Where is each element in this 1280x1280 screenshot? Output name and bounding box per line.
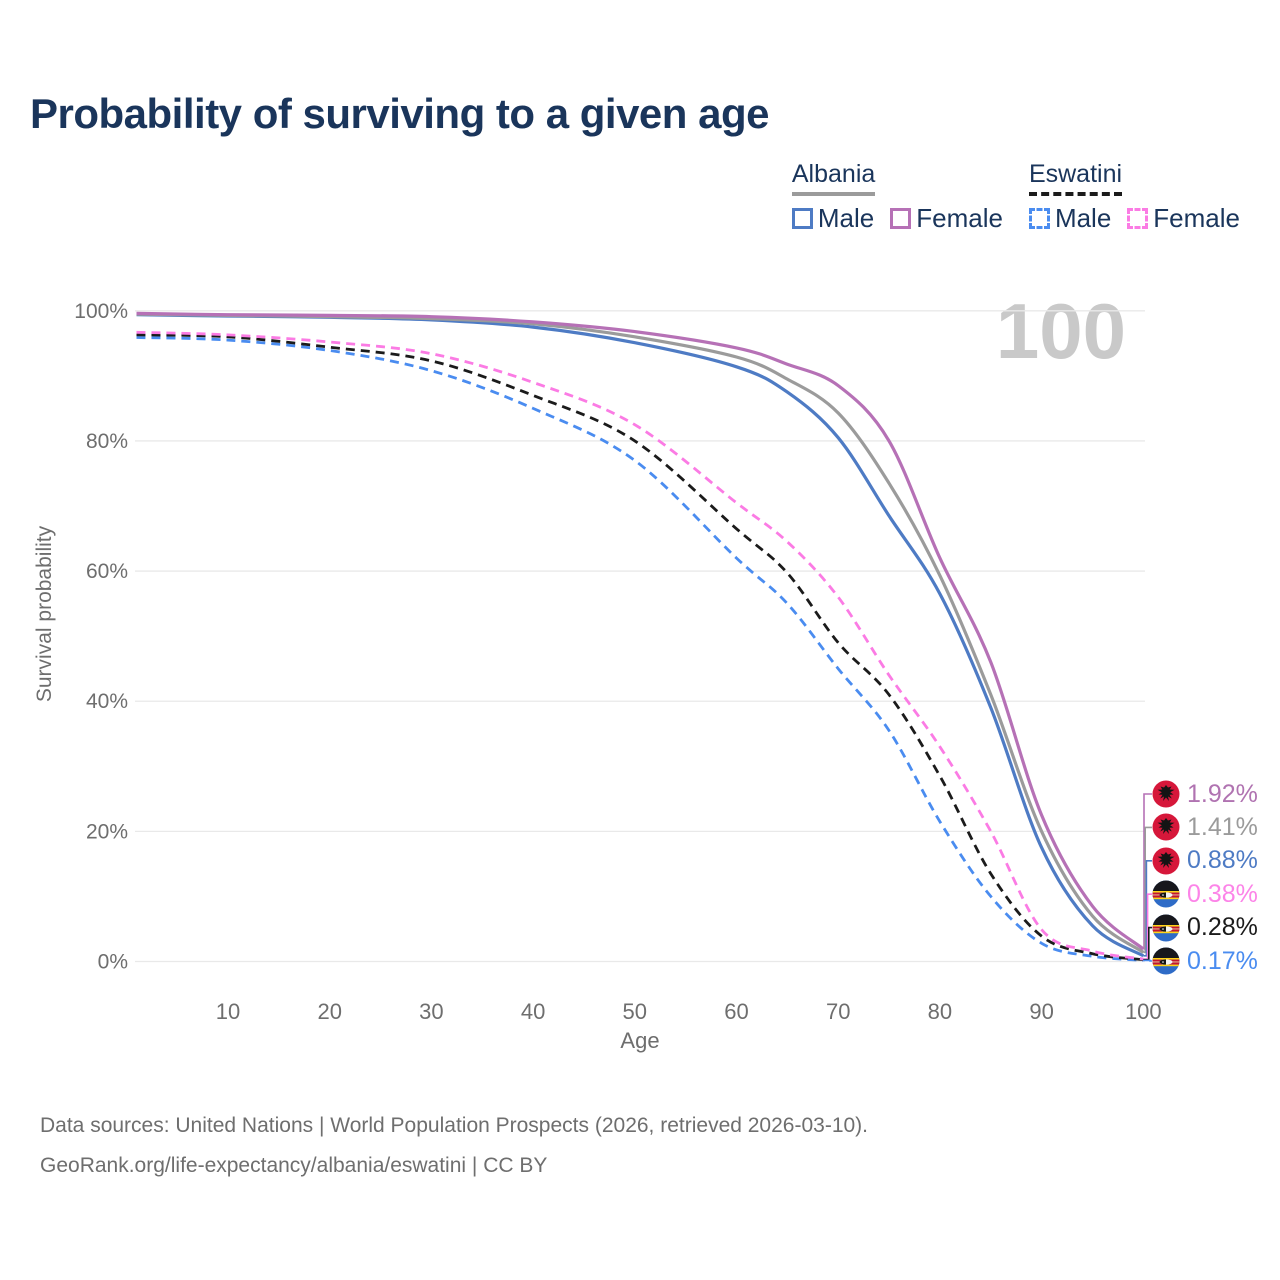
albania-flag-icon bbox=[1152, 847, 1180, 875]
x-tick-label-10: 10 bbox=[216, 999, 240, 1024]
legend-item-label: Male bbox=[1054, 203, 1112, 233]
legend-swatch-icon bbox=[791, 208, 813, 229]
legend-item-albania-male[interactable]: Male bbox=[791, 203, 875, 234]
end-label-row-eswatini-both: 0.28% bbox=[1152, 913, 1258, 943]
footer-attribution-line: GeoRank.org/life-expectancy/albania/eswa… bbox=[40, 1153, 548, 1177]
legend-group-eswatini: Eswatini Male Female bbox=[1028, 160, 1240, 234]
legend-items: Male Female bbox=[1028, 203, 1240, 234]
eswatini-flag-icon bbox=[1152, 947, 1180, 975]
end-label-value: 0.17% bbox=[1187, 946, 1258, 975]
legend-item-label: Female bbox=[916, 203, 1003, 233]
eswatini-flag-icon bbox=[1152, 880, 1180, 908]
x-axis-title: Age bbox=[620, 1028, 660, 1053]
y-tick-label-0: 0% bbox=[98, 951, 128, 974]
legend-item-eswatini-female[interactable]: Female bbox=[1127, 203, 1240, 234]
end-label-connector-eswatini-male bbox=[1143, 959, 1152, 962]
legend-country-eswatini: Eswatini bbox=[1028, 160, 1123, 196]
curve-albania-male[interactable] bbox=[136, 313, 1145, 958]
y-tick-label-60: 60% bbox=[86, 560, 128, 583]
end-label-row-albania-male: 0.88% bbox=[1152, 846, 1258, 876]
end-label-row-eswatini-female: 0.38% bbox=[1152, 879, 1258, 909]
age-counter-watermark: 100 bbox=[995, 287, 1126, 375]
end-label-connector-albania-both bbox=[1143, 826, 1152, 954]
legend-items: Male Female bbox=[791, 203, 1003, 234]
y-tick-label-100: 100% bbox=[74, 300, 128, 323]
y-tick-label-20: 20% bbox=[86, 820, 128, 843]
y-axis-title: Survival probability bbox=[33, 525, 56, 703]
x-tick-label-90: 90 bbox=[1029, 999, 1053, 1024]
legend-item-label: Male bbox=[817, 203, 875, 233]
end-label-row-albania-both: 1.41% bbox=[1152, 812, 1258, 842]
page-title: Probability of surviving to a given age bbox=[30, 90, 769, 137]
end-label-value: 1.41% bbox=[1187, 812, 1258, 841]
legend-item-eswatini-male[interactable]: Male bbox=[1028, 203, 1112, 234]
x-tick-label-50: 50 bbox=[623, 999, 647, 1024]
x-tick-label-70: 70 bbox=[826, 999, 850, 1024]
x-tick-label-40: 40 bbox=[521, 999, 545, 1024]
eswatini-flag-icon bbox=[1152, 914, 1180, 942]
curve-eswatini-both[interactable] bbox=[136, 333, 1144, 962]
legend-item-albania-female[interactable]: Female bbox=[890, 203, 1003, 234]
end-label-value: 1.92% bbox=[1187, 779, 1258, 808]
x-tick-label-100: 100 bbox=[1125, 999, 1162, 1024]
x-tick-label-80: 80 bbox=[928, 999, 952, 1024]
legend: Albania Male Female Eswatini Male Female bbox=[791, 160, 1240, 234]
albania-flag-icon bbox=[1152, 780, 1180, 808]
curve-albania-both[interactable] bbox=[136, 312, 1145, 954]
legend-item-label: Female bbox=[1153, 203, 1240, 233]
footer: Data sources: United Nations | World Pop… bbox=[40, 1106, 868, 1186]
end-label-row-albania-female: 1.92% bbox=[1152, 779, 1258, 809]
legend-swatch-icon bbox=[1127, 208, 1149, 229]
curve-eswatini-male[interactable] bbox=[136, 336, 1144, 962]
end-label-connector-albania-male bbox=[1143, 860, 1152, 957]
x-tick-label-60: 60 bbox=[724, 999, 748, 1024]
x-tick-label-30: 30 bbox=[419, 999, 443, 1024]
x-tick-label-20: 20 bbox=[317, 999, 341, 1024]
curve-eswatini-female[interactable] bbox=[136, 330, 1144, 961]
y-tick-label-40: 40% bbox=[86, 690, 128, 713]
albania-flag-icon bbox=[1152, 813, 1180, 841]
legend-group-albania: Albania Male Female bbox=[791, 160, 1003, 234]
end-label-connector-albania-female bbox=[1143, 793, 1152, 950]
end-label-value: 0.88% bbox=[1187, 846, 1258, 875]
end-label-value: 0.38% bbox=[1187, 879, 1258, 908]
legend-swatch-icon bbox=[1028, 208, 1050, 229]
end-label-row-eswatini-male: 0.17% bbox=[1152, 946, 1258, 976]
legend-country-albania: Albania bbox=[791, 160, 876, 196]
footer-sources-line: Data sources: United Nations | World Pop… bbox=[40, 1114, 869, 1137]
y-tick-label-80: 80% bbox=[86, 430, 128, 453]
curve-albania-female[interactable] bbox=[136, 311, 1145, 951]
end-label-value: 0.28% bbox=[1187, 913, 1258, 942]
legend-swatch-icon bbox=[890, 208, 912, 229]
